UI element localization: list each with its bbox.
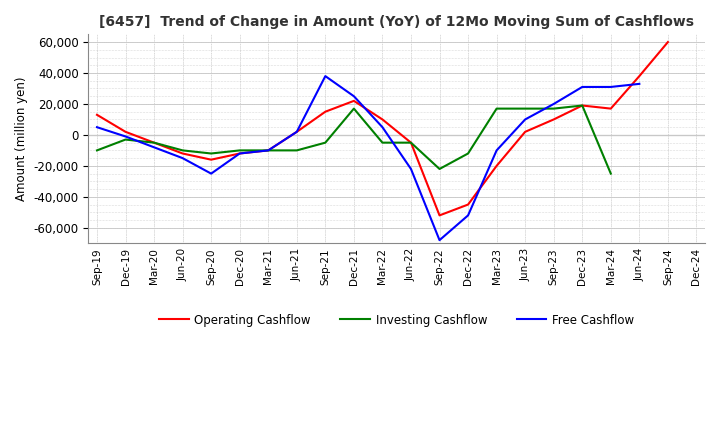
Y-axis label: Amount (million yen): Amount (million yen) xyxy=(15,77,28,201)
Operating Cashflow xyxy=(179,151,187,156)
Investing Cashflow xyxy=(150,140,158,145)
Legend: Operating Cashflow, Investing Cashflow, Free Cashflow: Operating Cashflow, Investing Cashflow, … xyxy=(154,309,639,331)
Investing Cashflow xyxy=(521,106,529,111)
Free Cashflow xyxy=(521,117,529,122)
Free Cashflow xyxy=(606,84,615,90)
Operating Cashflow xyxy=(321,109,330,114)
Free Cashflow xyxy=(264,148,273,153)
Investing Cashflow xyxy=(264,148,273,153)
Free Cashflow xyxy=(407,166,415,172)
Operating Cashflow xyxy=(150,140,158,145)
Free Cashflow xyxy=(207,171,215,176)
Line: Investing Cashflow: Investing Cashflow xyxy=(97,106,611,174)
Investing Cashflow xyxy=(606,171,615,176)
Operating Cashflow xyxy=(235,151,244,156)
Free Cashflow xyxy=(292,129,301,135)
Operating Cashflow xyxy=(664,40,672,45)
Investing Cashflow xyxy=(464,151,472,156)
Operating Cashflow xyxy=(93,112,102,117)
Investing Cashflow xyxy=(549,106,558,111)
Free Cashflow xyxy=(321,73,330,79)
Operating Cashflow xyxy=(578,103,587,108)
Operating Cashflow xyxy=(378,117,387,122)
Operating Cashflow xyxy=(292,129,301,135)
Operating Cashflow xyxy=(264,148,273,153)
Investing Cashflow xyxy=(492,106,501,111)
Investing Cashflow xyxy=(179,148,187,153)
Operating Cashflow xyxy=(464,202,472,207)
Free Cashflow xyxy=(235,151,244,156)
Investing Cashflow xyxy=(235,148,244,153)
Investing Cashflow xyxy=(378,140,387,145)
Free Cashflow xyxy=(635,81,644,87)
Investing Cashflow xyxy=(435,166,444,172)
Free Cashflow xyxy=(150,145,158,150)
Operating Cashflow xyxy=(492,163,501,169)
Investing Cashflow xyxy=(350,106,359,111)
Free Cashflow xyxy=(492,148,501,153)
Operating Cashflow xyxy=(606,106,615,111)
Investing Cashflow xyxy=(578,103,587,108)
Line: Free Cashflow: Free Cashflow xyxy=(97,76,639,240)
Free Cashflow xyxy=(121,134,130,139)
Free Cashflow xyxy=(578,84,587,90)
Investing Cashflow xyxy=(93,148,102,153)
Line: Operating Cashflow: Operating Cashflow xyxy=(97,42,668,216)
Free Cashflow xyxy=(435,238,444,243)
Free Cashflow xyxy=(464,213,472,218)
Free Cashflow xyxy=(378,125,387,130)
Investing Cashflow xyxy=(121,137,130,142)
Investing Cashflow xyxy=(292,148,301,153)
Free Cashflow xyxy=(350,94,359,99)
Free Cashflow xyxy=(93,125,102,130)
Operating Cashflow xyxy=(435,213,444,218)
Free Cashflow xyxy=(179,155,187,161)
Operating Cashflow xyxy=(350,98,359,103)
Operating Cashflow xyxy=(407,140,415,145)
Operating Cashflow xyxy=(635,73,644,79)
Title: [6457]  Trend of Change in Amount (YoY) of 12Mo Moving Sum of Cashflows: [6457] Trend of Change in Amount (YoY) o… xyxy=(99,15,694,29)
Operating Cashflow xyxy=(549,117,558,122)
Operating Cashflow xyxy=(521,129,529,135)
Investing Cashflow xyxy=(407,140,415,145)
Free Cashflow xyxy=(549,101,558,106)
Operating Cashflow xyxy=(121,129,130,135)
Investing Cashflow xyxy=(321,140,330,145)
Operating Cashflow xyxy=(207,157,215,162)
Investing Cashflow xyxy=(207,151,215,156)
